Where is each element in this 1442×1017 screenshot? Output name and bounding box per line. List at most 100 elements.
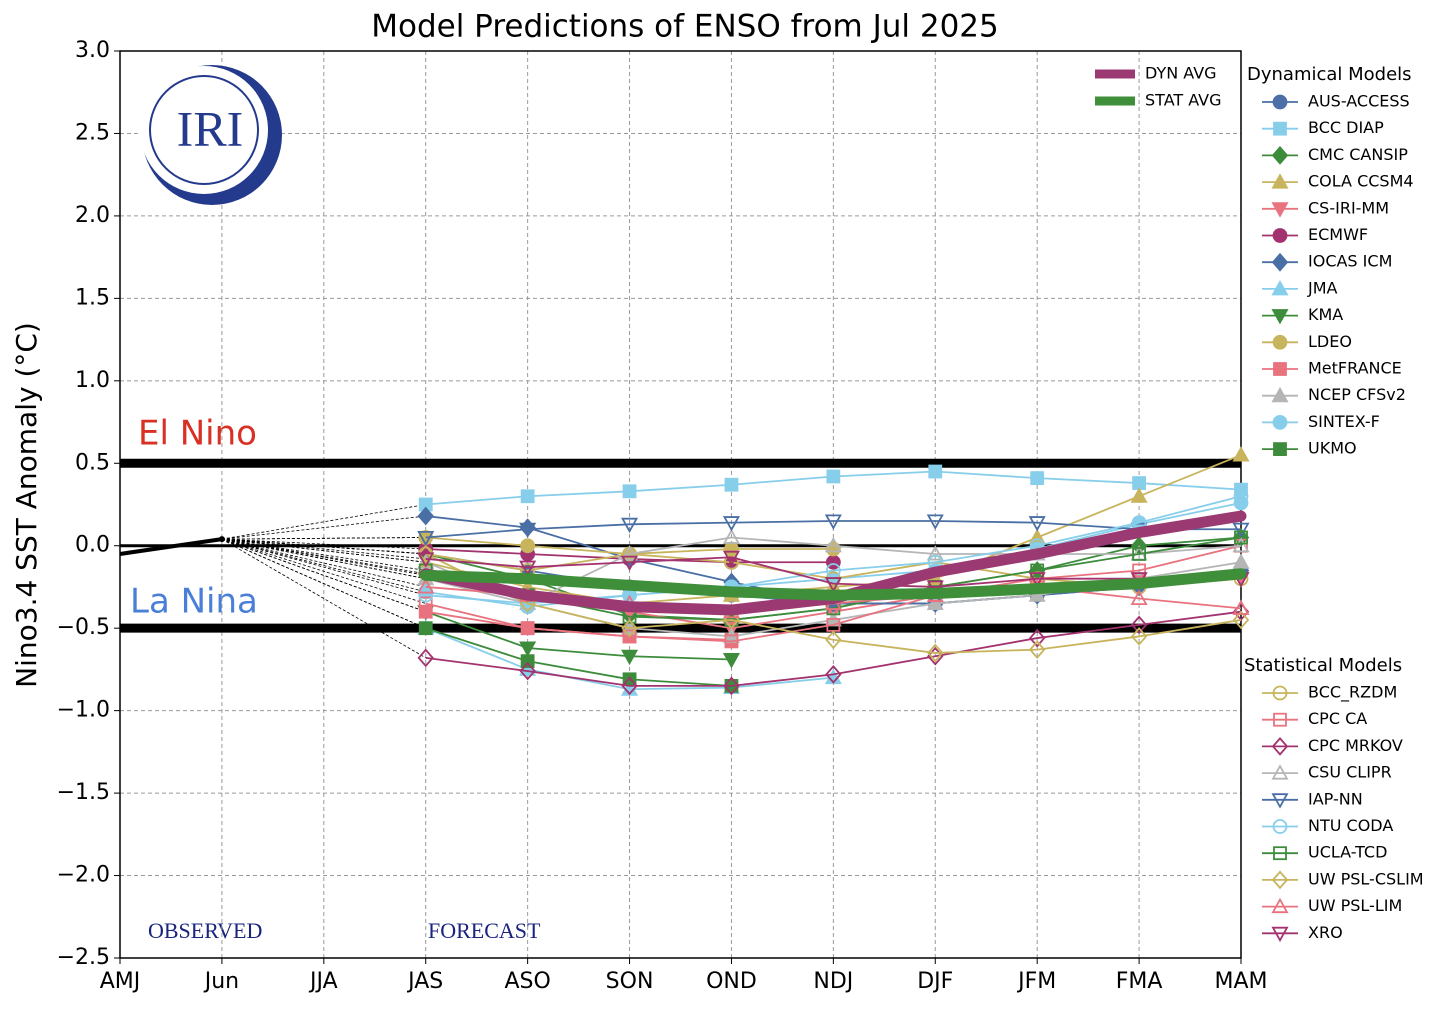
average-line <box>420 568 1247 601</box>
legend-marker <box>1271 252 1289 272</box>
y-tick-label: 0.5 <box>75 450 110 475</box>
y-tick-label: −0.5 <box>57 615 110 640</box>
series-marker <box>825 563 841 578</box>
series-marker <box>928 464 943 479</box>
series-marker <box>520 489 535 504</box>
forecast-connector <box>221 538 426 560</box>
series-marker <box>926 580 944 596</box>
legend-marker <box>1271 793 1289 809</box>
x-tick-label: Jun <box>203 969 239 994</box>
chart-title: Model Predictions of ENSO from Jul 2025 <box>371 9 999 45</box>
observed-line <box>119 537 223 556</box>
legend-label: ECMWF <box>1308 225 1368 244</box>
series-marker <box>722 516 740 532</box>
legend-marker <box>1272 414 1288 430</box>
series-marker <box>1130 615 1148 635</box>
iri-logo: IRI <box>140 65 282 205</box>
y-tick-label: 1.0 <box>75 368 110 393</box>
series-marker <box>417 553 435 569</box>
y-axis-label: Nino3.4 SST Anomaly (°C) <box>10 322 43 688</box>
series-marker <box>519 560 537 577</box>
legend-marker <box>1271 280 1289 296</box>
series-line <box>425 610 1242 687</box>
series-marker <box>824 514 842 530</box>
series-marker <box>519 522 537 539</box>
x-tick-label: DJF <box>917 969 953 994</box>
y-tick-label: 1.5 <box>75 285 110 310</box>
series-marker <box>724 634 739 649</box>
y-tick-label: 0.0 <box>75 533 110 558</box>
legend-label: IOCAS ICM <box>1308 252 1392 271</box>
forecast-connector <box>221 538 426 629</box>
x-tick-label: NDJ <box>813 969 853 994</box>
y-tick-label: −2.0 <box>57 863 110 888</box>
logo-ring <box>149 75 259 185</box>
forecast-connector <box>221 515 426 540</box>
series-marker <box>927 643 944 663</box>
x-tick-label: JJA <box>308 969 338 994</box>
legend-marker <box>1272 334 1288 350</box>
series-marker <box>926 545 944 561</box>
series-marker <box>417 506 434 526</box>
series-marker <box>722 653 740 669</box>
logo-inner <box>140 66 268 194</box>
legend-marker <box>1271 897 1289 914</box>
series-marker <box>417 648 434 668</box>
series-marker <box>417 544 434 564</box>
series-marker <box>1030 563 1045 578</box>
series-line <box>425 553 1242 654</box>
series-marker <box>622 484 637 499</box>
series-marker <box>1132 563 1146 578</box>
x-tick-label: JFM <box>1016 969 1056 994</box>
series-marker <box>1030 471 1045 486</box>
legend-label: NCEP CFSv2 <box>1308 385 1406 404</box>
forecast-connector <box>221 538 426 576</box>
legend-label: UKMO <box>1308 439 1357 458</box>
legend-marker <box>1273 846 1287 861</box>
series-marker <box>1130 627 1148 646</box>
observed-label: OBSERVED <box>148 918 262 943</box>
forecast-connector <box>221 538 426 555</box>
y-tick-label: 2.0 <box>75 203 110 228</box>
x-tick-label: MAM <box>1214 969 1267 994</box>
series-marker <box>519 661 536 681</box>
legend-marker <box>1271 737 1289 756</box>
series-marker <box>824 577 842 593</box>
legend-marker <box>1273 121 1287 136</box>
legend-label: SINTEX-F <box>1308 412 1380 431</box>
forecast-connector <box>221 537 426 540</box>
series-marker <box>520 654 535 669</box>
series-marker <box>1028 516 1046 532</box>
forecast-connector <box>221 538 426 563</box>
legend-label: NTU CODA <box>1308 816 1393 835</box>
legend-label: STAT AVG <box>1145 91 1222 110</box>
x-tick-label: ASO <box>504 969 550 994</box>
legend-label: JMA <box>1307 278 1338 297</box>
series-marker <box>1028 572 1046 588</box>
series-marker <box>621 517 639 534</box>
legend-label: BCC_RZDM <box>1308 683 1397 703</box>
legend-marker <box>1273 712 1287 727</box>
legend-label: COLA CCSM4 <box>1308 172 1414 191</box>
y-tick-label: −2.5 <box>57 945 110 970</box>
y-tick-label: 3.0 <box>75 38 110 63</box>
forecast-connector <box>221 504 426 540</box>
forecast-connector <box>221 538 426 575</box>
series-marker <box>621 618 638 638</box>
legend-marker <box>1273 442 1287 457</box>
series-marker <box>417 530 435 547</box>
legend-marker <box>1271 870 1289 890</box>
forecast-connector <box>221 538 426 604</box>
series-line <box>425 556 1241 588</box>
series-marker <box>1232 599 1250 615</box>
legend-marker <box>1272 94 1288 110</box>
series-marker <box>621 676 638 696</box>
plot-frame <box>119 50 1242 959</box>
series-marker <box>1232 522 1250 539</box>
logo-text: IRI <box>177 100 244 156</box>
series-marker <box>722 550 740 567</box>
series-marker <box>417 578 435 594</box>
legend-marker <box>1273 362 1287 376</box>
series-line <box>425 610 732 661</box>
